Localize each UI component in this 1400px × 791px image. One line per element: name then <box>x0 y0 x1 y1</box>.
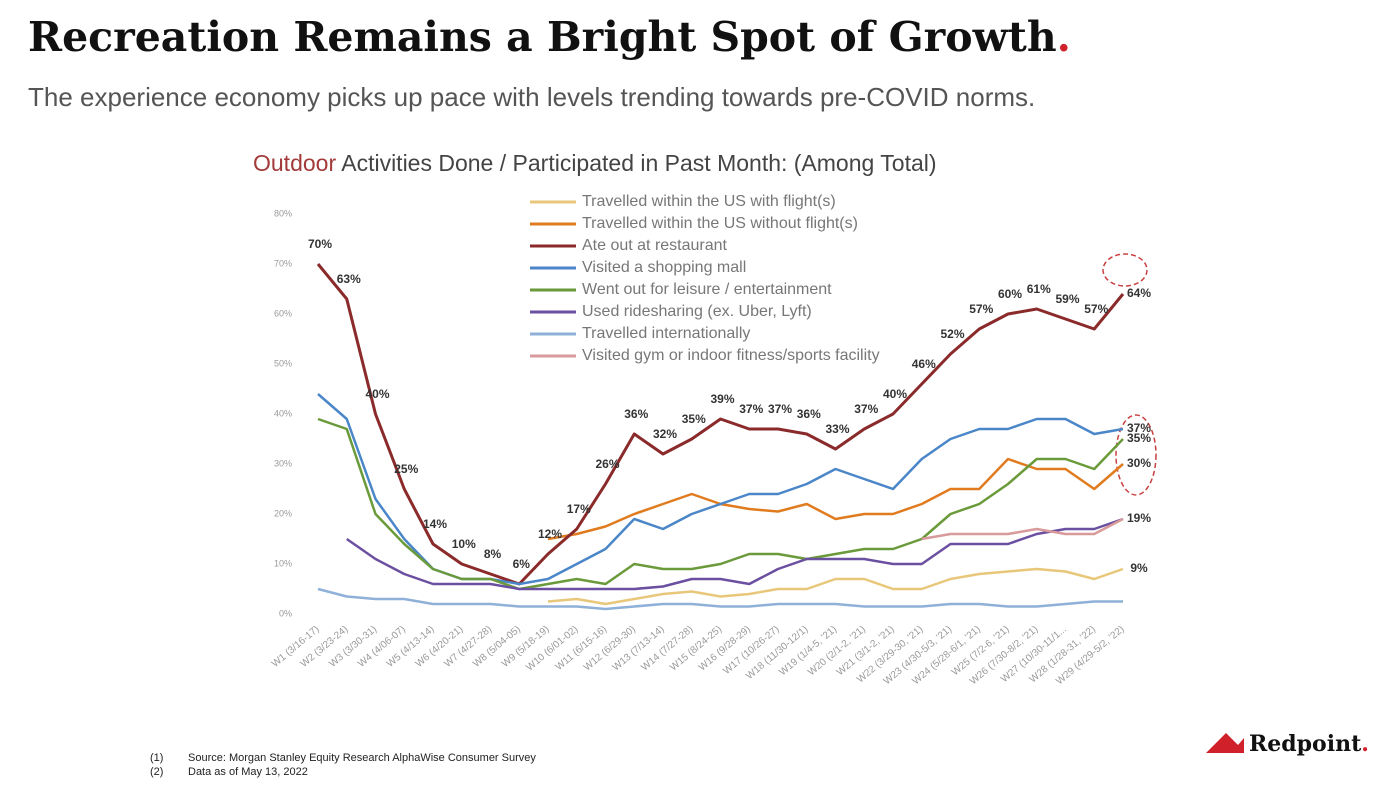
y-tick-label: 50% <box>274 358 292 368</box>
data-label: 17% <box>567 502 591 516</box>
series-line <box>921 517 1124 541</box>
chart-title: Outdoor Activities Done / Participated i… <box>253 148 973 178</box>
data-label: 14% <box>423 517 447 531</box>
subtitle: The experience economy picks up pace wit… <box>28 82 1035 112</box>
data-label: 40% <box>365 387 389 401</box>
logo: Redpoint. <box>1249 731 1369 757</box>
series-line <box>317 587 1123 611</box>
data-label: 37% <box>768 402 792 416</box>
data-label: 46% <box>912 357 936 371</box>
data-label: 30% <box>1127 456 1151 470</box>
series-line <box>316 263 1125 586</box>
data-label: 63% <box>337 272 361 286</box>
logo-dot: . <box>1361 731 1369 757</box>
data-label: 36% <box>797 407 821 421</box>
data-label: 60% <box>998 287 1022 301</box>
data-label: 35% <box>1127 431 1151 445</box>
y-tick-label: 70% <box>274 258 292 268</box>
chart-title-highlight: Outdoor <box>253 150 337 176</box>
legend-label: Visited a shopping mall <box>582 259 746 276</box>
data-label: 19% <box>1127 511 1151 525</box>
series-line <box>317 417 1124 591</box>
legend-label: Travelled within the US without flight(s… <box>582 215 858 232</box>
data-label: 57% <box>969 302 993 316</box>
data-label: 33% <box>825 422 849 436</box>
title-text: Recreation Remains a Bright Spot of Grow… <box>28 13 1057 61</box>
data-label: 8% <box>484 547 502 561</box>
legend-label: Went out for leisure / entertainment <box>582 281 832 298</box>
data-label: 70% <box>308 237 332 251</box>
data-label: 25% <box>394 462 418 476</box>
data-label: 10% <box>452 537 476 551</box>
data-label: 32% <box>653 427 677 441</box>
series-line <box>346 517 1124 591</box>
legend-label: Travelled within the US with flight(s) <box>582 193 836 210</box>
legend-label: Ate out at restaurant <box>582 237 728 254</box>
data-label: 37% <box>1127 421 1151 435</box>
logo-mark <box>1206 733 1244 753</box>
title-dot: . <box>1057 13 1071 61</box>
slide-title: Recreation Remains a Bright Spot of Grow… <box>28 13 1071 61</box>
data-label: 52% <box>940 327 964 341</box>
footnote-marker: (1) <box>150 752 163 764</box>
series-line <box>547 567 1124 606</box>
legend-label: Travelled internationally <box>582 325 750 342</box>
data-label: 64% <box>1127 286 1151 300</box>
data-label: 35% <box>682 412 706 426</box>
y-tick-label: 20% <box>274 508 292 518</box>
logo-text: Redpoint <box>1249 731 1362 757</box>
footnote: Data as of May 13, 2022 <box>188 766 308 778</box>
data-label: 59% <box>1055 292 1079 306</box>
legend-label: Used ridesharing (ex. Uber, Lyft) <box>582 303 812 320</box>
data-label: 39% <box>710 392 734 406</box>
y-tick-label: 30% <box>274 458 292 468</box>
y-tick-label: 40% <box>274 408 292 418</box>
data-label: 61% <box>1027 282 1051 296</box>
data-label: 26% <box>595 457 619 471</box>
y-tick-label: 0% <box>279 608 292 618</box>
y-tick-label: 60% <box>274 308 292 318</box>
data-label: 37% <box>854 402 878 416</box>
y-tick-label: 80% <box>274 208 292 218</box>
chart-title-text: Activities Done / Participated in Past M… <box>341 150 937 176</box>
data-label: 57% <box>1084 302 1108 316</box>
data-label: 37% <box>739 402 763 416</box>
legend-label: Visited gym or indoor fitness/sports fac… <box>582 347 880 364</box>
footnote: Source: Morgan Stanley Equity Research A… <box>188 752 536 764</box>
highlight-circle <box>1115 414 1157 496</box>
data-label: 36% <box>624 407 648 421</box>
data-label: 12% <box>538 527 562 541</box>
series-line <box>547 457 1124 541</box>
y-tick-label: 10% <box>274 558 292 568</box>
data-label: 9% <box>1130 561 1148 575</box>
highlight-circle <box>1102 253 1148 287</box>
footnote-marker: (2) <box>150 766 163 778</box>
data-label: 40% <box>883 387 907 401</box>
data-label: 6% <box>513 557 531 571</box>
